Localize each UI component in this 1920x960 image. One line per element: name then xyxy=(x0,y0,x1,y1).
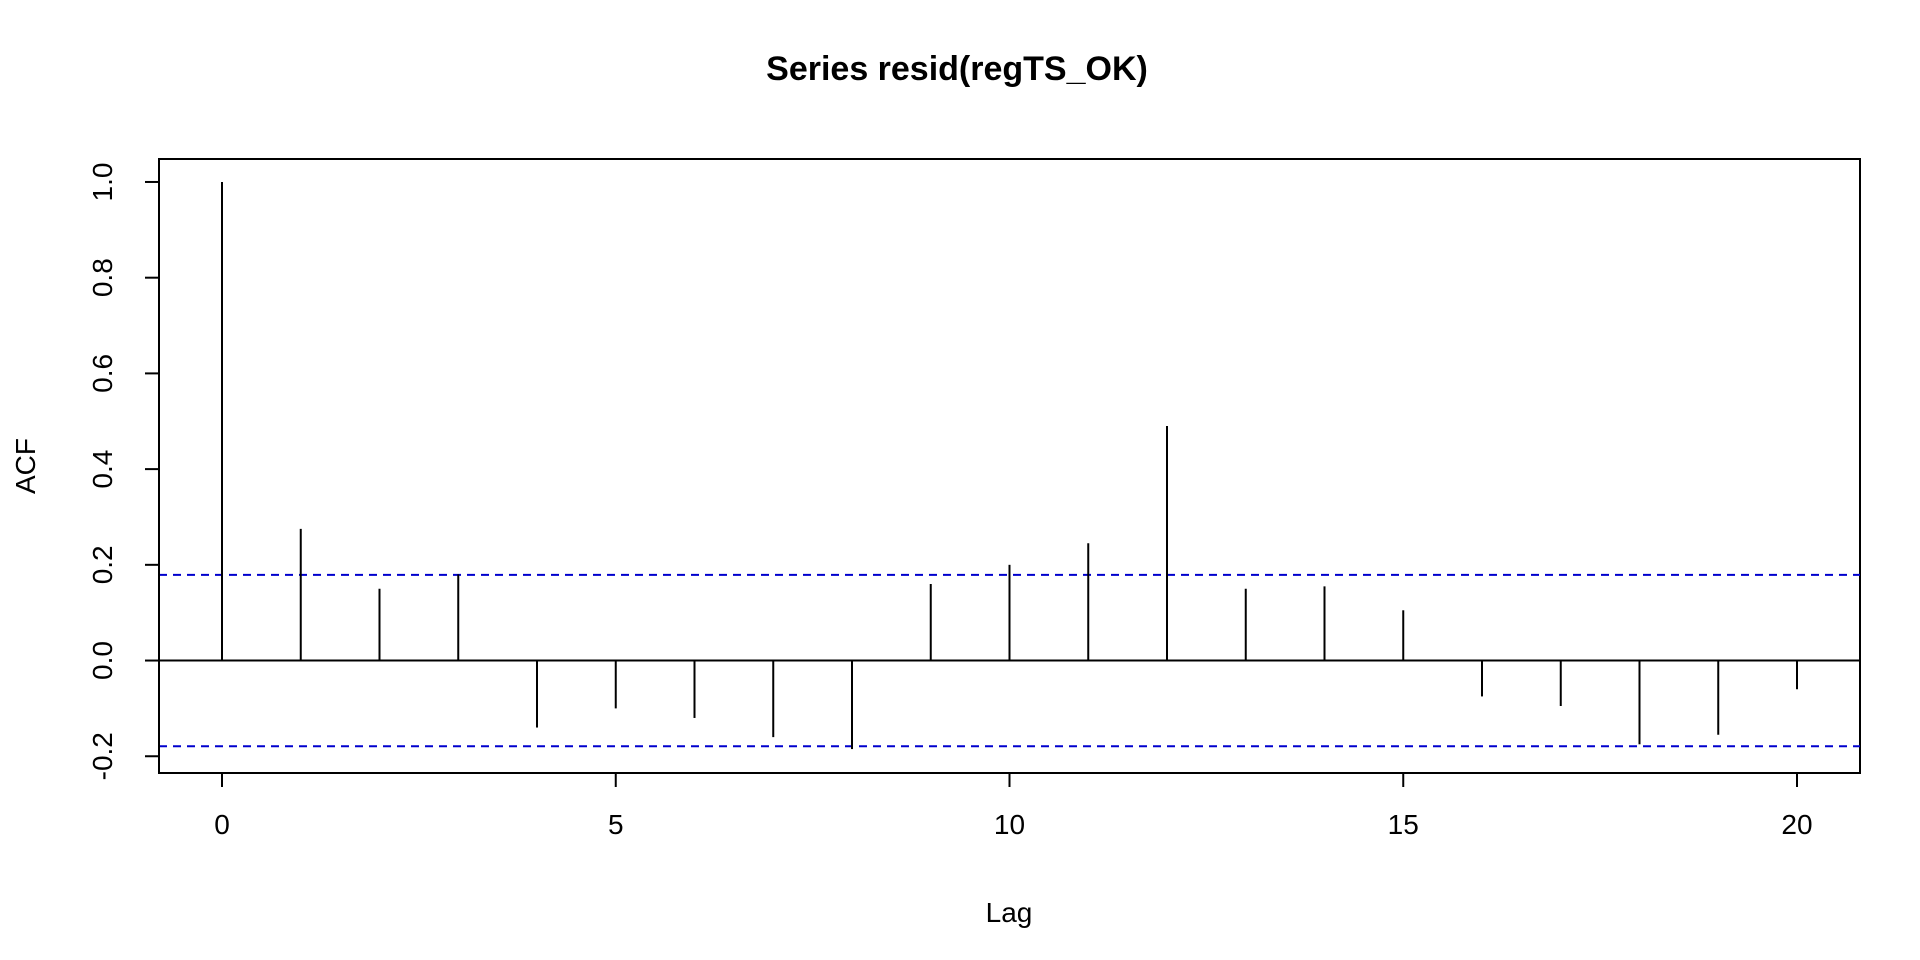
x-tick-label-5: 5 xyxy=(608,809,624,840)
y-tick-label-0: -0.2 xyxy=(87,732,118,780)
y-axis-label: ACF xyxy=(10,438,41,494)
x-axis-label: Lag xyxy=(986,897,1033,928)
y-tick-label-3: 0.4 xyxy=(87,450,118,489)
x-tick-label-15: 15 xyxy=(1388,809,1419,840)
y-tick-label-4: 0.6 xyxy=(87,354,118,393)
y-tick-label-2: 0.2 xyxy=(87,545,118,584)
y-axis: -0.2 0.0 0.2 0.4 0.6 0.8 1.0 xyxy=(87,163,160,780)
x-tick-label-0: 0 xyxy=(214,809,230,840)
plot-frame xyxy=(158,158,1861,774)
x-tick-label-20: 20 xyxy=(1781,809,1812,840)
x-axis: 0 5 10 15 20 xyxy=(214,772,1813,840)
y-tick-label-1: 0.0 xyxy=(87,641,118,680)
y-tick-label-6: 1.0 xyxy=(87,163,118,202)
acf-bars xyxy=(221,181,1798,750)
confidence-lines xyxy=(159,573,1860,748)
chart-title: Series resid(regTS_OK) xyxy=(766,50,1148,88)
y-tick-label-5: 0.8 xyxy=(87,258,118,297)
x-tick-label-10: 10 xyxy=(994,809,1025,840)
